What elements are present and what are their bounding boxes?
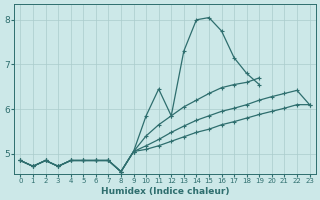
X-axis label: Humidex (Indice chaleur): Humidex (Indice chaleur) bbox=[101, 187, 229, 196]
